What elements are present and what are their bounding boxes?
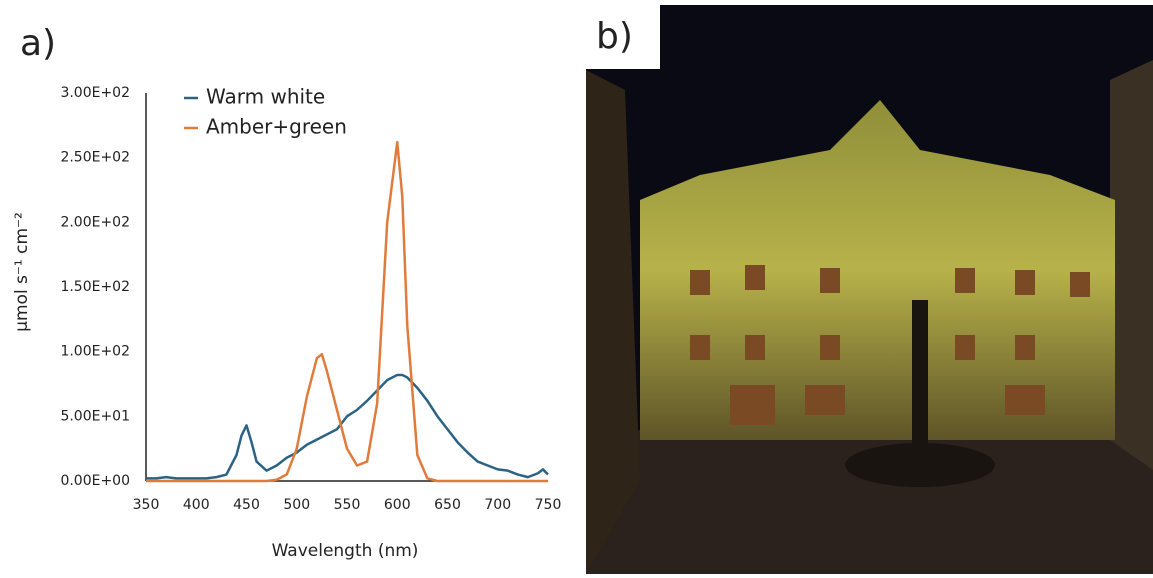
x-tick-label: 650 xyxy=(434,497,461,513)
y-tick-label: 1.50E+02 xyxy=(60,279,130,295)
y-tick-label: 1.00E+02 xyxy=(60,344,130,360)
y-tick-label: 2.00E+02 xyxy=(60,214,130,230)
x-tick-label: 400 xyxy=(183,497,210,513)
y-tick-label: 2.50E+02 xyxy=(60,150,130,166)
x-tick-label: 700 xyxy=(484,497,511,513)
x-tick-label: 450 xyxy=(233,497,260,513)
photo: b) xyxy=(586,5,1153,574)
y-tick-label: 5.00E+01 xyxy=(60,408,130,424)
x-tick-label: 500 xyxy=(283,497,310,513)
y-axis-label: μmol s⁻¹ cm⁻² xyxy=(12,212,32,332)
x-tick-label: 600 xyxy=(384,497,411,513)
x-tick-label: 750 xyxy=(535,497,562,513)
legend-label: Amber+green xyxy=(206,115,347,139)
x-tick-label: 350 xyxy=(133,497,160,513)
x-axis-label: Wavelength (nm) xyxy=(272,541,419,561)
y-tick-label: 0.00E+00 xyxy=(60,473,130,489)
panel-label: a) xyxy=(20,23,56,64)
panel-label: b) xyxy=(596,16,633,57)
series-line xyxy=(146,140,548,483)
legend-box xyxy=(182,81,350,145)
series-line xyxy=(146,373,549,480)
y-tick-label: 3.00E+02 xyxy=(60,85,130,101)
x-tick-label: 550 xyxy=(334,497,361,513)
legend-label: Warm white xyxy=(206,85,325,109)
